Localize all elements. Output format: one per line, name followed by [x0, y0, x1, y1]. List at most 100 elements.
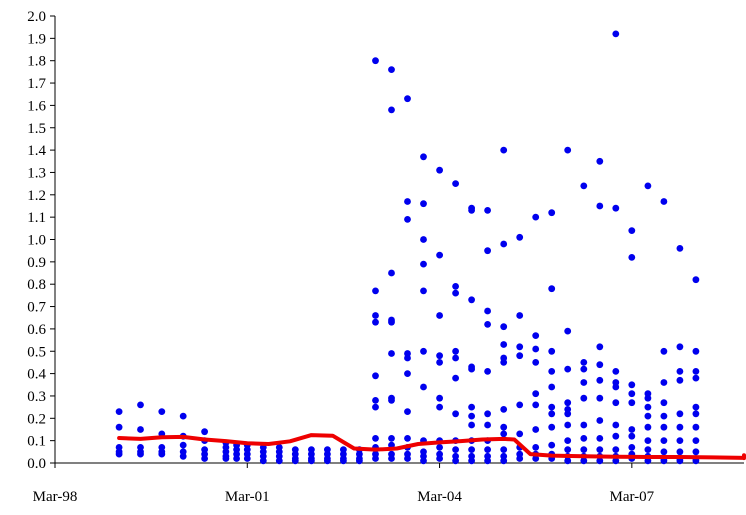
- data-point: [548, 423, 556, 431]
- average-line-path: [117, 433, 746, 461]
- data-point: [468, 365, 475, 373]
- data-point: [676, 410, 684, 418]
- data-point: [692, 347, 700, 355]
- data-point: [420, 260, 427, 268]
- data-point: [532, 426, 540, 433]
- data-point: [388, 350, 395, 357]
- data-point: [452, 283, 459, 290]
- data-point: [644, 403, 652, 411]
- data-point: [612, 204, 620, 212]
- data-point: [372, 435, 379, 442]
- y-axis: 0.0 0.1 0.2 0.3 0.4 0.5 0.6 0.7 0.8 0.9 1.0 1.1 1.2 1…: [27, 9, 56, 472]
- data-point: [548, 410, 556, 418]
- data-point: [580, 182, 588, 190]
- data-point: [500, 146, 508, 154]
- y-tick-label: 0.3: [27, 389, 46, 405]
- data-point: [404, 455, 411, 462]
- data-point: [484, 446, 491, 453]
- data-point: [676, 376, 684, 384]
- data-point: [436, 403, 443, 411]
- data-point: [692, 276, 700, 284]
- data-point: [436, 359, 443, 366]
- data-point: [564, 437, 572, 444]
- data-point: [436, 251, 443, 259]
- y-tick-label: 1.8: [27, 54, 46, 70]
- data-point: [628, 432, 636, 440]
- data-point: [468, 446, 475, 453]
- data-point: [612, 457, 620, 465]
- data-point: [644, 446, 652, 453]
- data-point: [676, 423, 684, 431]
- data-point: [612, 368, 620, 375]
- data-point: [500, 323, 508, 331]
- data-point: [179, 452, 187, 460]
- data-point: [516, 455, 524, 462]
- data-point: [404, 95, 411, 103]
- data-point: [532, 345, 540, 353]
- data-point: [532, 455, 540, 462]
- data-point: [137, 426, 144, 433]
- data-point: [452, 410, 459, 418]
- y-tick-label: 1.5: [27, 121, 46, 137]
- data-point: [660, 437, 668, 444]
- data-point: [644, 437, 652, 444]
- data-point: [692, 368, 700, 375]
- data-point: [388, 269, 395, 277]
- data-point: [484, 368, 491, 375]
- data-point: [404, 354, 411, 362]
- data-point: [548, 209, 556, 217]
- data-point: [692, 448, 700, 456]
- data-point: [516, 233, 524, 241]
- data-point: [564, 410, 572, 418]
- data-point: [516, 430, 524, 438]
- y-tick-label: 1.3: [27, 165, 46, 181]
- data-point: [500, 446, 508, 453]
- data-point: [420, 153, 427, 161]
- data-point: [644, 182, 652, 190]
- data-point: [612, 30, 620, 38]
- data-point: [660, 412, 668, 420]
- x-tick-label: Mar-01: [225, 489, 270, 505]
- data-point: [548, 441, 556, 449]
- data-point: [564, 399, 572, 407]
- y-tick-label: 1.1: [27, 210, 46, 226]
- x-tick-label: Mar-07: [609, 489, 654, 505]
- data-point: [468, 421, 475, 429]
- data-point: [628, 444, 636, 451]
- data-point: [580, 435, 588, 442]
- data-point: [259, 457, 267, 465]
- data-point: [580, 457, 588, 465]
- data-point: [484, 321, 491, 328]
- data-point: [275, 457, 283, 465]
- data-point: [436, 394, 443, 402]
- data-point: [468, 403, 475, 411]
- data-point: [516, 352, 524, 360]
- data-point: [404, 370, 411, 377]
- data-point: [612, 432, 620, 440]
- y-tick-label: 0.1: [27, 434, 46, 450]
- y-tick-label: 0.0: [27, 456, 46, 472]
- data-point: [564, 146, 572, 154]
- data-point: [596, 343, 604, 351]
- data-point: [660, 198, 668, 205]
- data-point: [612, 421, 620, 429]
- data-point: [436, 352, 443, 360]
- y-tick-label: 1.4: [27, 143, 46, 159]
- data-point: [532, 213, 540, 221]
- data-point: [596, 457, 604, 465]
- data-point: [676, 437, 684, 444]
- data-point: [580, 359, 588, 366]
- data-point: [420, 287, 427, 295]
- data-point: [179, 412, 187, 420]
- data-point: [692, 403, 700, 411]
- data-point: [500, 457, 508, 465]
- data-point: [158, 408, 166, 415]
- data-point: [484, 457, 491, 465]
- data-point: [243, 455, 251, 462]
- data-point: [564, 421, 572, 429]
- data-point: [468, 412, 475, 420]
- data-point: [644, 423, 652, 431]
- data-point: [222, 455, 230, 462]
